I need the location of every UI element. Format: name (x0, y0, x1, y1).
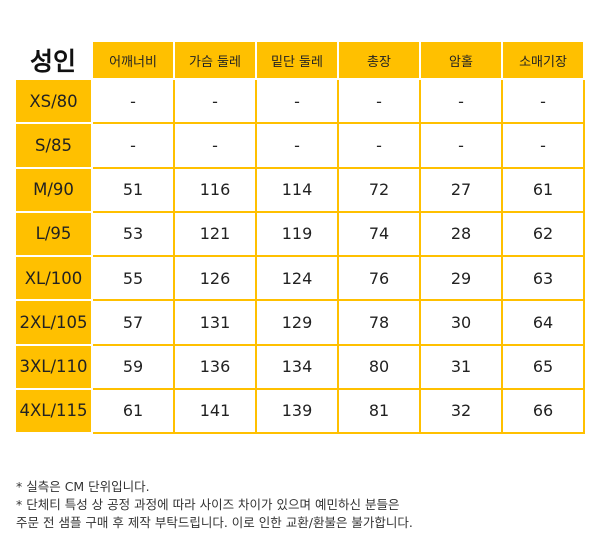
footnotes: * 실측은 CM 단위입니다. * 단체티 특성 상 공정 과정에 따라 사이즈… (16, 478, 413, 532)
table-cell: - (173, 122, 257, 169)
table-cell: 129 (255, 299, 339, 346)
table-cell: - (337, 122, 421, 169)
table-row: M/90 51 116 114 72 27 61 (14, 166, 585, 213)
table-cell: 116 (173, 166, 257, 213)
table-cell: 136 (173, 343, 257, 390)
table-header-row: 성인 어깨너비 가슴 둘레 밑단 둘레 총장 암홀 소매기장 (15, 39, 585, 81)
table-cell: 78 (337, 299, 421, 346)
header-armhole: 암홀 (419, 39, 503, 81)
table-cell: 81 (337, 387, 421, 435)
table-cell: 29 (419, 255, 503, 302)
table-row: L/95 53 121 119 74 28 62 (14, 210, 585, 258)
table-cell: 32 (419, 387, 503, 435)
table-title: 성인 (15, 41, 92, 80)
table-cell: 62 (501, 210, 585, 258)
table-cell: 31 (419, 343, 503, 390)
size-label: 4XL/115 (14, 387, 93, 435)
table-cell: - (501, 122, 585, 169)
table-cell: 51 (91, 166, 175, 213)
table-cell: 121 (173, 210, 257, 258)
table-cell: 74 (337, 210, 421, 258)
table-cell: 114 (255, 166, 339, 213)
table-cell: 139 (255, 387, 339, 435)
footnote-refund-policy: 주문 전 샘플 구매 후 제작 부탁드립니다. 이로 인한 교환/환불은 불가합… (16, 515, 413, 530)
table-cell: 80 (337, 343, 421, 390)
header-length: 총장 (337, 39, 421, 81)
table-row: XS/80 - - - - - - (14, 78, 585, 125)
table-cell: 53 (91, 210, 175, 258)
header-sleeve-length: 소매기장 (501, 39, 585, 81)
table-cell: - (501, 78, 585, 125)
table-cell: 124 (255, 255, 339, 302)
table-cell: 57 (91, 299, 175, 346)
table-cell: - (419, 122, 503, 169)
table-cell: 61 (91, 387, 175, 435)
size-table: 성인 어깨너비 가슴 둘레 밑단 둘레 총장 암홀 소매기장 XS/80 - -… (14, 39, 585, 435)
table-cell: 30 (419, 299, 503, 346)
table-cell: 119 (255, 210, 339, 258)
table-cell: - (337, 78, 421, 125)
footnote-variance: * 단체티 특성 상 공정 과정에 따라 사이즈 차이가 있으며 예민하신 분들… (16, 497, 400, 512)
table-cell: 59 (91, 343, 175, 390)
table-cell: 27 (419, 166, 503, 213)
table-cell: 141 (173, 387, 257, 435)
table-cell: - (419, 78, 503, 125)
table-cell: - (91, 78, 175, 125)
size-label: M/90 (14, 166, 93, 213)
table-cell: 55 (91, 255, 175, 302)
table-cell: 76 (337, 255, 421, 302)
header-chest: 가슴 둘레 (173, 39, 257, 81)
table-cell: - (255, 122, 339, 169)
table-cell: 61 (501, 166, 585, 213)
table-cell: 131 (173, 299, 257, 346)
footnote-unit: * 실측은 CM 단위입니다. (16, 479, 150, 494)
size-label: 3XL/110 (14, 343, 93, 390)
table-cell: 66 (501, 387, 585, 435)
table-row: XL/100 55 126 124 76 29 63 (14, 255, 585, 302)
table-cell: 65 (501, 343, 585, 390)
size-label: 2XL/105 (14, 299, 93, 346)
table-cell: 64 (501, 299, 585, 346)
table-cell: 134 (255, 343, 339, 390)
table-row: 3XL/110 59 136 134 80 31 65 (14, 343, 585, 390)
table-cell: - (173, 78, 257, 125)
header-shoulder-width: 어깨너비 (91, 39, 175, 81)
table-cell: 126 (173, 255, 257, 302)
table-cell: 28 (419, 210, 503, 258)
table-cell: - (255, 78, 339, 125)
table-row: 2XL/105 57 131 129 78 30 64 (14, 299, 585, 346)
size-label: L/95 (14, 210, 93, 258)
table-cell: - (91, 122, 175, 169)
table-row: 4XL/115 61 141 139 81 32 66 (14, 387, 585, 435)
header-hem: 밑단 둘레 (255, 39, 339, 81)
size-label: XL/100 (14, 255, 93, 302)
table-cell: 63 (501, 255, 585, 302)
table-row: S/85 - - - - - - (14, 122, 585, 169)
size-label: S/85 (14, 122, 93, 169)
table-cell: 72 (337, 166, 421, 213)
size-label: XS/80 (14, 78, 93, 125)
